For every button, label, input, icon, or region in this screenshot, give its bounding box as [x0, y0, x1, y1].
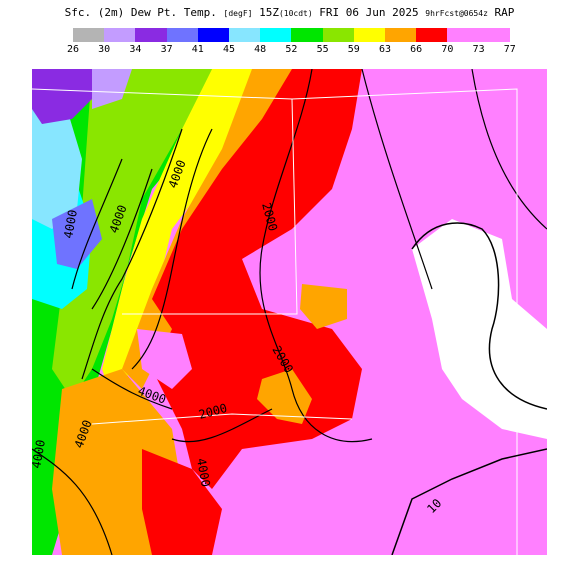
colorbar-label: 52	[285, 44, 298, 55]
colorbar-swatch	[353, 28, 385, 42]
region-orange-center	[300, 284, 347, 329]
region-lavender	[92, 69, 132, 109]
colorbar-swatch	[416, 28, 448, 42]
colorbar-label: 37	[160, 44, 173, 55]
colorbar-label: 70	[441, 44, 454, 55]
colorbar-label: 41	[191, 44, 204, 55]
colorbar-swatch	[197, 28, 229, 42]
colorbar-swatch	[166, 28, 198, 42]
contour-label: 4000	[32, 439, 48, 470]
colorbar-swatch	[447, 28, 479, 42]
colorbar-swatch	[291, 28, 323, 42]
title-valid: 15Z	[259, 6, 279, 19]
region-magenta-pocket	[137, 329, 192, 389]
colorbar-swatch	[322, 28, 354, 42]
colorbar-label: 63	[378, 44, 392, 55]
color-scale-labels: 26 30 34 37 41 45 48 52 55 59 63 66 70 73 77	[60, 44, 540, 56]
colorbar-swatch	[73, 28, 105, 42]
map-title: Sfc. (2m) Dew Pt. Temp. [degF] 15Z(10cdt…	[0, 6, 579, 19]
colorbar-label: 34	[129, 44, 142, 55]
colorbar-label: 59	[347, 44, 360, 55]
colorbar-swatch	[135, 28, 167, 42]
region-lightblue	[32, 89, 82, 229]
contour-label: 4000	[61, 209, 80, 240]
borders-black	[391, 222, 547, 555]
colorbar-label: 66	[410, 44, 423, 55]
dewpoint-map: 4000 4000 4000 2000 2000 4000 2000 4000 …	[32, 69, 547, 555]
region-purple	[32, 69, 102, 124]
colorbar-label: 73	[472, 44, 485, 55]
colorbar-label: 45	[222, 44, 236, 55]
colorbar-swatch	[478, 28, 510, 42]
colorbar-label: 77	[503, 44, 516, 55]
region-red-core	[152, 69, 362, 489]
colorbar-label: 26	[66, 44, 80, 55]
color-scale	[73, 28, 510, 42]
title-fcst: 9hrFcst@0654z	[425, 9, 488, 18]
region-red-sw	[142, 449, 222, 555]
colorbar-swatch	[384, 28, 417, 42]
colorbar-label: 30	[98, 44, 111, 55]
state-borders	[32, 88, 518, 555]
colorbar-swatch	[260, 28, 292, 42]
colorbar-swatch	[228, 28, 261, 42]
title-main: Sfc. (2m) Dew Pt. Temp.	[64, 6, 217, 19]
title-unit: [degF]	[223, 9, 253, 18]
title-local: (10cdt)	[278, 9, 313, 18]
contour-label: 4000	[194, 457, 213, 488]
colorbar-label: 48	[254, 44, 267, 55]
colorbar-swatch	[104, 28, 136, 42]
colorbar-label: 55	[316, 44, 329, 55]
region-blue	[52, 199, 102, 269]
title-date: FRI 06 Jun 2025	[319, 6, 419, 19]
title-model: RAP	[494, 6, 515, 19]
region-lightgreen	[52, 69, 212, 399]
region-white-east	[412, 219, 547, 439]
